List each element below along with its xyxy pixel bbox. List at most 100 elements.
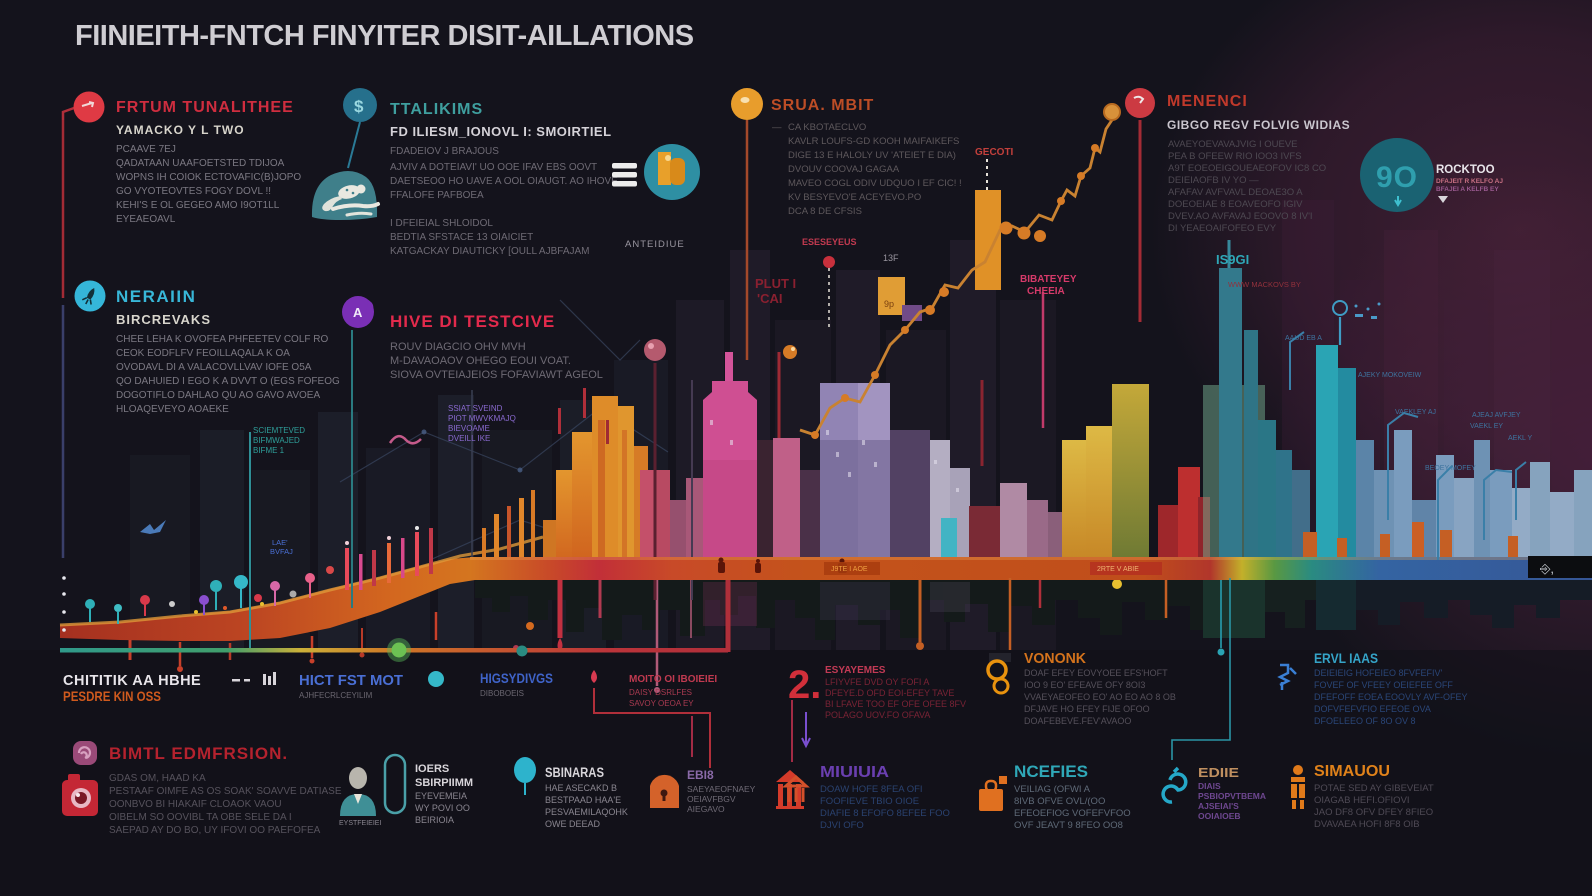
svg-text:YAMACKO Y L TWO: YAMACKO Y L TWO (116, 123, 245, 137)
svg-text:PLUT I: PLUT I (755, 276, 796, 291)
svg-text:HICT FST MOT: HICT FST MOT (299, 672, 403, 689)
svg-text:SIOVA OVTEIAJEIOS FOFAVIAWT AG: SIOVA OVTEIAJEIOS FOFAVIAWT AGEOL (390, 369, 603, 381)
svg-text:8IVB OFVE OVL/(OO: 8IVB OFVE OVL/(OO (1014, 796, 1105, 807)
svg-text:ESESEYEUS: ESESEYEUS (802, 237, 857, 247)
svg-text:BIEVOAME: BIEVOAME (448, 424, 490, 433)
svg-text:FOVEF OF VFEEY OEIEFEE OFF: FOVEF OF VFEEY OEIEFEE OFF (1314, 680, 1453, 690)
svg-text:A9T EOEOEIGOUEAEOFOV IC8 CO: A9T EOEOEIGOUEAEOFOV IC8 CO (1168, 163, 1326, 174)
svg-text:DOAF EFEY EOVYOEE EFS'HOFT: DOAF EFEY EOVYOEE EFS'HOFT (1024, 668, 1168, 678)
svg-text:DFJAVE HO EFEY FIJE OFOO: DFJAVE HO EFEY FIJE OFOO (1024, 704, 1150, 714)
svg-text:JAO DF8 OFV DFEY 8FIEO: JAO DF8 OFV DFEY 8FIEO (1314, 807, 1433, 818)
svg-text:—: — (772, 122, 782, 133)
svg-text:LFIYVFE DVD OY FOFI A: LFIYVFE DVD OY FOFI A (825, 677, 929, 687)
svg-text:EDIIE: EDIIE (1198, 766, 1239, 780)
svg-text:LAE': LAE' (272, 538, 288, 547)
svg-text:GO VYOTEOVTES FOGY DOVL !!: GO VYOTEOVTES FOGY DOVL !! (116, 186, 271, 197)
svg-text:M-DAVAOAOV OHEGO EOUI VOAT.: M-DAVAOAOV OHEGO EOUI VOAT. (390, 355, 571, 367)
svg-text:DOEOEIAE 8 EOAVEOFO IGIV: DOEOEIAE 8 EOAVEOFO IGIV (1168, 199, 1303, 210)
svg-text:DIBOBOEIS: DIBOBOEIS (480, 689, 524, 698)
svg-text:EYEAEOAVL: EYEAEOAVL (116, 214, 176, 225)
svg-text:GIBGO REGV FOLVIG WIDIAS: GIBGO REGV FOLVIG WIDIAS (1167, 118, 1350, 132)
svg-text:OVF JEAVT 9 8FEO OO8: OVF JEAVT 9 8FEO OO8 (1014, 820, 1123, 831)
svg-text:A: A (353, 305, 363, 320)
svg-text:HIGSYDIVGS: HIGSYDIVGS (480, 670, 553, 686)
svg-text:KATGACKAY DIAUTICKY [OULL AJBF: KATGACKAY DIAUTICKY [OULL AJBFAJAM (390, 246, 590, 257)
svg-text:ROUV DIAGCIO OHV MVH: ROUV DIAGCIO OHV MVH (390, 341, 526, 353)
svg-text:13F: 13F (883, 253, 899, 263)
svg-text:BEIRIOIA: BEIRIOIA (415, 815, 454, 825)
svg-text:BIMTL EDMFRSION.: BIMTL EDMFRSION. (109, 744, 288, 763)
svg-text:PIOT MWVKMAJQ: PIOT MWVKMAJQ (448, 414, 516, 423)
svg-text:BVFAJ: BVFAJ (270, 547, 293, 556)
svg-text:SBINARAS: SBINARAS (545, 765, 604, 780)
svg-text:VEILIAG (OFWI A: VEILIAG (OFWI A (1014, 784, 1091, 795)
svg-text:SSIAT SVEIND: SSIAT SVEIND (448, 404, 503, 413)
svg-text:I DFEIEIAL SHLOIDOL: I DFEIEIAL SHLOIDOL (390, 218, 493, 229)
svg-text:KAVLR LOUFS-GD KOOH MAIFAIKEFS: KAVLR LOUFS-GD KOOH MAIFAIKEFS (788, 136, 959, 147)
svg-text:AIEGAVO: AIEGAVO (687, 804, 725, 814)
svg-text:WY POVI OO: WY POVI OO (415, 803, 470, 813)
svg-text:DOFVFEFVFIO EFEOE OVA: DOFVFEFVFIO EFEOE OVA (1314, 704, 1431, 714)
svg-text:DAETSEOO HO UAVE A OOL OIAUGT.: DAETSEOO HO UAVE A OOL OIAUGT. AO IHOVE (390, 176, 618, 187)
svg-text:FOOFIEVE TBIO OIOE: FOOFIEVE TBIO OIOE (820, 796, 919, 807)
svg-text:OIAGAB HEFI.OFIOVI: OIAGAB HEFI.OFIOVI (1314, 795, 1410, 806)
svg-text:OVODAVL DI A VALACOVLLVAV IOFE: OVODAVL DI A VALACOVLLVAV IOFE O5A (116, 362, 312, 373)
svg-text:DVEV.AO AVFAVAJ EOOVO 8 IV'I: DVEV.AO AVFAVAJ EOOVO 8 IV'I (1168, 211, 1313, 222)
svg-text:FDADEIOV J BRAJOUS: FDADEIOV J BRAJOUS (390, 146, 499, 157)
svg-text:PCAAVE 7EJ: PCAAVE 7EJ (116, 144, 176, 155)
svg-text:NERAIIN: NERAIIN (116, 287, 196, 306)
svg-text:CHEE LEHA K OVOFEA PHFEETEV CO: CHEE LEHA K OVOFEA PHFEETEV COLF RO (116, 334, 328, 345)
svg-text:BESTPAAD HAA'E: BESTPAAD HAA'E (545, 795, 621, 805)
svg-text:KEHI'S E OL GEGEO AMO I9OT1LL: KEHI'S E OL GEGEO AMO I9OT1LL (116, 200, 280, 211)
svg-text:9O: 9O (1376, 161, 1418, 194)
svg-text:VONONK: VONONK (1024, 651, 1087, 667)
svg-text:BIFMWAJED: BIFMWAJED (253, 436, 300, 445)
svg-text:DOAW HOFE 8FEA OFI: DOAW HOFE 8FEA OFI (820, 784, 923, 795)
svg-text:DFOELEEO OF 8O OV 8: DFOELEEO OF 8O OV 8 (1314, 716, 1416, 726)
svg-text:ERVL IAAS: ERVL IAAS (1314, 650, 1378, 666)
svg-text:AJSEIAI'S: AJSEIAI'S (1198, 801, 1239, 811)
svg-text:9p: 9p (884, 299, 894, 309)
svg-text:POLAGO UOV.FO OFAVA: POLAGO UOV.FO OFAVA (825, 710, 930, 720)
svg-text:BIFME 1: BIFME 1 (253, 446, 285, 455)
svg-text:SCIEMTEVED: SCIEMTEVED (253, 426, 305, 435)
svg-text:OIBELM SO OOVIBL TA OBE SELE D: OIBELM SO OOVIBL TA OBE SELE DA I (109, 812, 292, 823)
svg-text:DVOUV COOVAJ GAGAA: DVOUV COOVAJ GAGAA (788, 164, 900, 175)
svg-text:BEDTIA SFSTACE 13 OIAICIET: BEDTIA SFSTACE 13 OIAICIET (390, 232, 533, 243)
svg-text:OOIAIOEB: OOIAIOEB (1198, 811, 1241, 821)
svg-text:KV BESYEVO'E ACEYEVO.PO: KV BESYEVO'E ACEYEVO.PO (788, 192, 921, 203)
svg-text:DIAFIE 8 EFOFO 8EFEE FOO: DIAFIE 8 EFOFO 8EFEE FOO (820, 808, 950, 819)
svg-text:DOGOTIFLO DAHLAO QU AO GAVO AV: DOGOTIFLO DAHLAO QU AO GAVO AVOEA (116, 390, 320, 401)
svg-text:HAE ASECAKD B: HAE ASECAKD B (545, 783, 617, 793)
svg-text:SAEYAEOFNAEY: SAEYAEOFNAEY (687, 784, 756, 794)
svg-text:DEIEIEIG HOFEIEO 8FVFEFIV': DEIEIEIG HOFEIEO 8FVFEFIV' (1314, 668, 1443, 678)
svg-text:AFAFAV AVFVAVL DEOAE3O A: AFAFAV AVFVAVL DEOAE3O A (1168, 187, 1303, 198)
svg-text:PESVAEMILAQOHK: PESVAEMILAQOHK (545, 807, 628, 817)
svg-text:DJVI OFO: DJVI OFO (820, 820, 864, 831)
svg-text:IS9GI: IS9GI (1216, 252, 1249, 267)
svg-text:BI LFAVE TOO EF OFE OFEE 8FV: BI LFAVE TOO EF OFE OFEE 8FV (825, 699, 966, 709)
svg-text:OEIAVFBGV: OEIAVFBGV (687, 794, 736, 804)
svg-text:VAEKL EY: VAEKL EY (1470, 423, 1503, 430)
svg-text:AJVIV A DOTEIAVI' UO OOE IFAV: AJVIV A DOTEIAVI' UO OOE IFAV EBS OOVT (390, 162, 597, 173)
svg-text:AAUD EB A: AAUD EB A (1285, 335, 1322, 342)
svg-text:SRUA. MBIT: SRUA. MBIT (771, 97, 874, 114)
svg-text:CHITITIK AA HBHE: CHITITIK AA HBHE (63, 673, 201, 689)
svg-text:DVEILL IKE: DVEILL IKE (448, 434, 490, 443)
svg-text:MENENCI: MENENCI (1167, 93, 1248, 110)
svg-text:QO DAHUIED I EGO K A DVVT O (E: QO DAHUIED I EGO K A DVVT O (EGS FOFEOG (116, 376, 340, 387)
svg-text:SIMAUOU: SIMAUOU (1314, 763, 1390, 780)
svg-text:SAEPAD AY DO BO, UY IFOVI OO P: SAEPAD AY DO BO, UY IFOVI OO PAEFOFEA (109, 825, 321, 836)
svg-text:IOERS: IOERS (415, 763, 449, 775)
svg-text:PESTAAF OIMFE AS OS SOAK' SOAV: PESTAAF OIMFE AS OS SOAK' SOAVVE DATIASE (109, 786, 342, 797)
svg-text:2.: 2. (788, 663, 821, 707)
svg-text:⎆,: ⎆, (1540, 561, 1554, 576)
svg-text:CA KBOTAECLVO: CA KBOTAECLVO (788, 122, 866, 133)
svg-text:SBIRPIIMM: SBIRPIIMM (415, 777, 473, 789)
svg-text:DIAIS: DIAIS (1198, 781, 1221, 791)
svg-text:NCEFIES: NCEFIES (1014, 762, 1088, 781)
svg-text:QADATAAN UAAFOETSTED TDIJOA: QADATAAN UAAFOETSTED TDIJOA (116, 158, 285, 169)
svg-text:$: $ (354, 97, 364, 116)
svg-text:FFALOFE PAFBOEA: FFALOFE PAFBOEA (390, 190, 484, 201)
svg-text:DFEYE.D OFD EOI-EFEY TAVE: DFEYE.D OFD EOI-EFEY TAVE (825, 688, 954, 698)
